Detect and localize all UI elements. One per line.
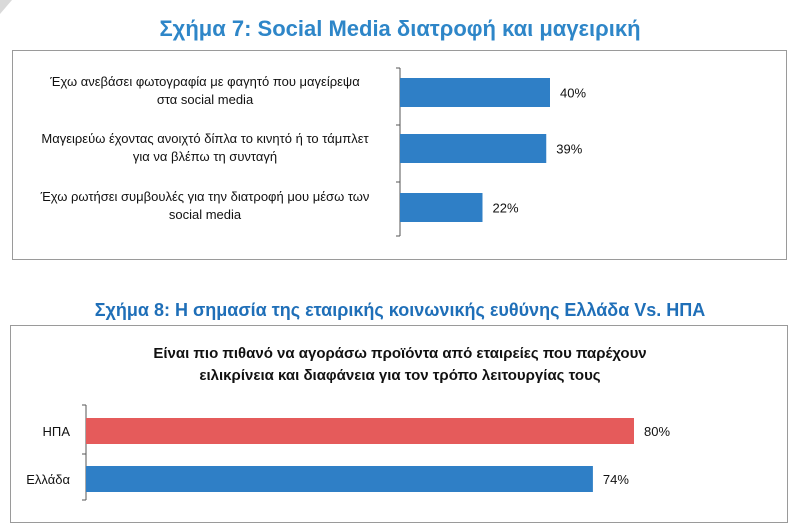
fig7-category-label-0-1: στα social media xyxy=(157,92,254,107)
figure-7-title: Σχήμα 7: Social Media διατροφή και μαγει… xyxy=(159,16,641,41)
figure-8-subtitle-line-2: ειλικρίνεια και διαφάνεια για τον τρόπο … xyxy=(199,367,601,384)
fig8-bar-1 xyxy=(86,466,593,492)
fig8-data-label-1: 74% xyxy=(603,472,629,487)
figure-8-subtitle: Είναι πιο πιθανό να αγοράσω προϊόντα από… xyxy=(0,343,800,387)
fig7-category-label-1-0: Μαγειρεύω έχοντας ανοιχτό δίπλα το κινητ… xyxy=(41,131,369,146)
figure-8-title: Σχήμα 8: Η σημασία της εταιρικής κοινωνι… xyxy=(94,300,706,320)
fig7-data-label-1: 39% xyxy=(556,142,582,157)
fig7-data-label-2: 22% xyxy=(493,201,519,216)
fig7-bar-0 xyxy=(400,78,550,107)
fig7-category-label-2-1: social media xyxy=(169,207,242,222)
fig8-bar-0 xyxy=(86,418,634,444)
fig7-category-label-2-0: Έχω ρωτήσει συμβουλές για την διατροφή μ… xyxy=(40,189,370,204)
figure-8-subtitle-line-1: Είναι πιο πιθανό να αγοράσω προϊόντα από… xyxy=(153,345,647,362)
fig8-category-label-0: ΗΠΑ xyxy=(43,424,71,439)
fig7-category-label-1-1: για να βλέπω τη συνταγή xyxy=(133,149,277,164)
fig7-bar-1 xyxy=(400,134,547,163)
fig7-bar-2 xyxy=(400,193,483,222)
fig7-category-label-0-0: Έχω ανεβάσει φωτογραφία με φαγητό που μα… xyxy=(49,74,360,89)
fig8-category-label-1: Ελλάδα xyxy=(26,472,70,487)
fig8-data-label-0: 80% xyxy=(644,424,670,439)
fig7-data-label-0: 40% xyxy=(560,86,586,101)
